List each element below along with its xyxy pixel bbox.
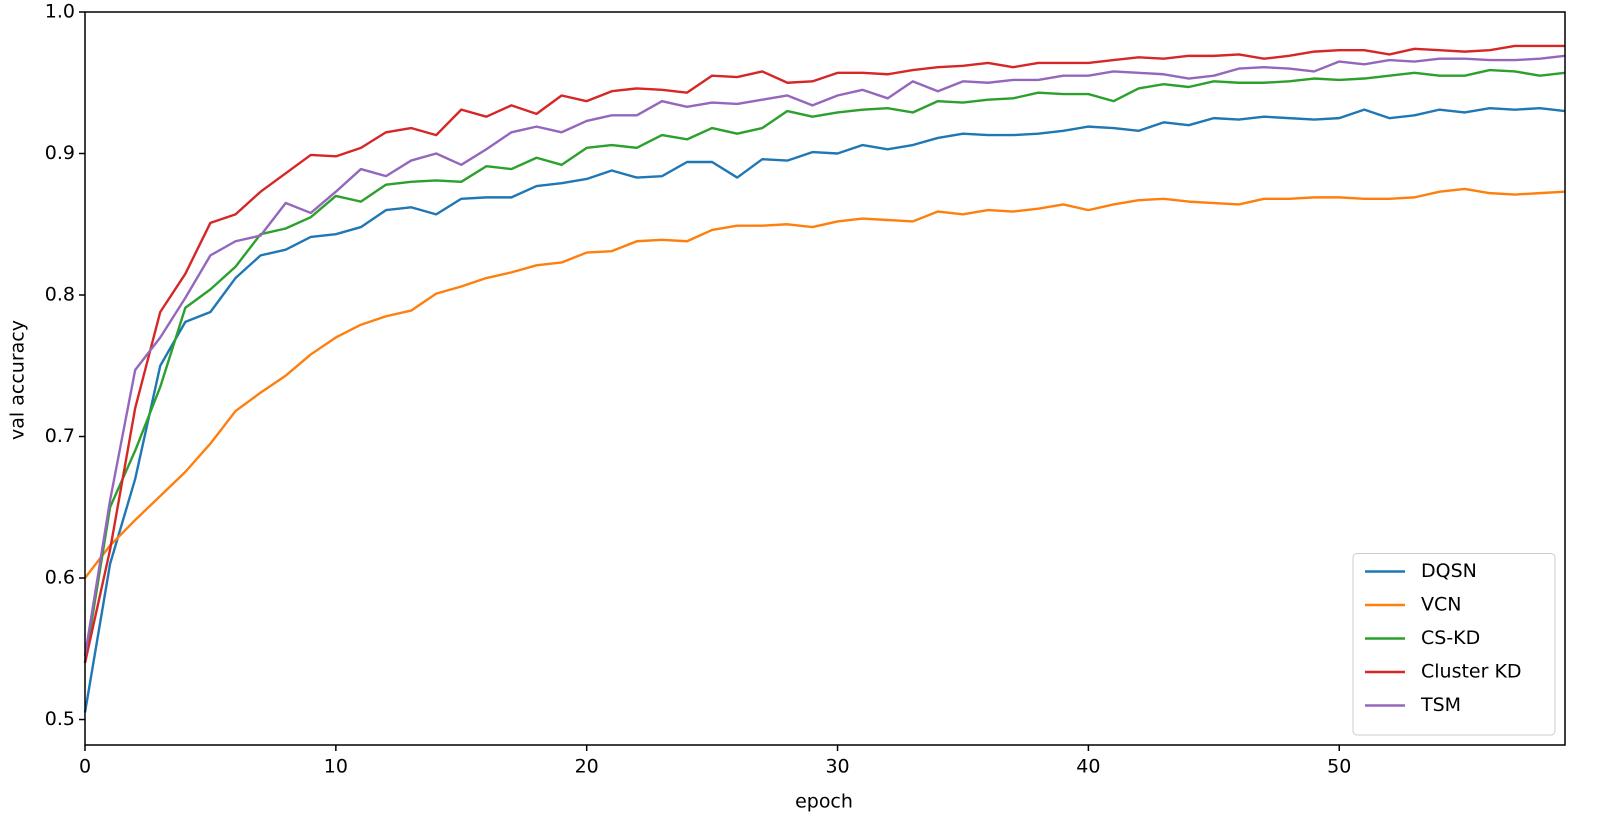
line-series bbox=[83, 44, 1565, 664]
x-tick-label: 50 bbox=[1327, 756, 1351, 778]
legend-label: TSM bbox=[1420, 694, 1461, 716]
y-tick-label: 0.5 bbox=[45, 708, 75, 730]
y-tick-label: 0.6 bbox=[45, 567, 75, 589]
y-tick-label: 0.9 bbox=[45, 142, 75, 164]
y-tick-label: 0.7 bbox=[45, 425, 75, 447]
y-axis-label: val accuracy bbox=[7, 320, 29, 440]
legend-box bbox=[1352, 553, 1556, 736]
line-series bbox=[83, 107, 1566, 713]
x-tick-label: 0 bbox=[79, 756, 91, 778]
plot-frame bbox=[84, 11, 1566, 746]
legend-label: DQSN bbox=[1421, 560, 1477, 582]
x-tick-label: 10 bbox=[324, 756, 348, 778]
x-tick-label: 40 bbox=[1076, 756, 1100, 778]
legend-label: VCN bbox=[1421, 594, 1461, 616]
line-series bbox=[84, 187, 1566, 579]
y-tick-label: 0.8 bbox=[45, 284, 75, 306]
line-series bbox=[83, 54, 1566, 657]
legend-label: Cluster KD bbox=[1421, 661, 1522, 683]
x-tick-label: 30 bbox=[825, 756, 849, 778]
x-axis-label: epoch bbox=[795, 791, 853, 813]
legend-label: CS-KD bbox=[1421, 627, 1480, 649]
y-tick-label: 1.0 bbox=[45, 1, 75, 23]
x-tick-label: 20 bbox=[575, 756, 599, 778]
line-series bbox=[83, 68, 1566, 664]
